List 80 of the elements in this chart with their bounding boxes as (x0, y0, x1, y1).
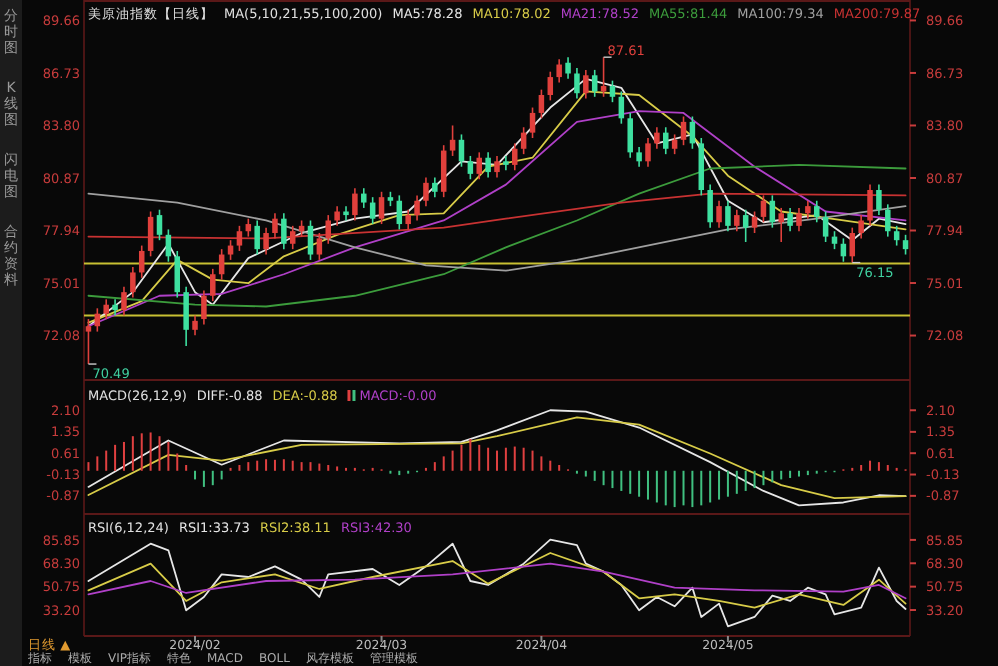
candlestick (778, 207, 784, 243)
line-series (87, 562, 907, 600)
candlestick (760, 194, 767, 224)
candlestick (858, 214, 864, 240)
candlestick (822, 210, 829, 243)
candlestick (494, 155, 500, 179)
candlestick (467, 155, 474, 181)
candlestick (636, 146, 642, 168)
candlestick (876, 183, 882, 216)
candlestick (574, 67, 580, 100)
candlestick (361, 187, 367, 209)
candlestick (183, 285, 189, 347)
line-series (87, 164, 907, 308)
candlestick (449, 124, 456, 157)
candlestick (85, 318, 92, 365)
candlestick (645, 137, 651, 168)
candlestick (423, 176, 429, 207)
candlestick (316, 232, 323, 261)
candlestick (210, 268, 216, 302)
candlestick (671, 133, 678, 155)
candlestick (663, 126, 669, 155)
candlestick (440, 144, 447, 198)
candlestick (378, 190, 385, 225)
candlestick (343, 205, 349, 222)
candlestick (583, 69, 589, 100)
candlestick (556, 58, 562, 84)
candlestick (707, 183, 713, 229)
candlestick (192, 314, 198, 336)
candlestick (227, 239, 234, 261)
candlestick (565, 56, 571, 80)
candlestick (352, 187, 358, 222)
candlestick (698, 137, 705, 197)
candlestick (103, 298, 109, 320)
candlestick (885, 203, 891, 238)
candlestick (591, 69, 598, 98)
candlestick (538, 88, 545, 120)
candlestick (742, 208, 749, 243)
candlestick (902, 234, 909, 256)
candlestick (680, 115, 687, 146)
candlestick (201, 289, 207, 326)
candlestick (334, 205, 340, 227)
candlestick (396, 194, 403, 231)
candlestick (405, 208, 411, 231)
candlestick (130, 266, 136, 299)
candlestick (476, 151, 482, 181)
candlestick (254, 219, 260, 256)
candlestick (547, 70, 554, 102)
candlestick (627, 112, 633, 159)
candlestick (512, 142, 518, 172)
candlestick (529, 106, 536, 139)
candlestick (751, 210, 758, 234)
candlestick (272, 212, 278, 240)
candlestick (289, 225, 296, 250)
candlestick (369, 196, 376, 225)
candlestick (414, 194, 420, 222)
candlestick (520, 126, 527, 155)
candlestick (156, 208, 163, 241)
candlestick (236, 225, 243, 252)
candlestick (716, 199, 722, 229)
candlestick (121, 285, 127, 317)
candlestick (813, 199, 820, 224)
candlestick (432, 176, 438, 198)
candlestick (609, 79, 616, 103)
candlestick (174, 250, 181, 299)
candlestick (849, 226, 856, 264)
candlestick (281, 212, 287, 250)
candlestick (485, 151, 491, 179)
candlestick (734, 208, 740, 233)
candlestick (867, 183, 873, 227)
candlestick (725, 199, 731, 233)
candlestick (654, 126, 660, 150)
line-series (87, 538, 907, 628)
candlestick (263, 226, 269, 256)
candlestick (893, 225, 900, 247)
candlestick (796, 207, 802, 233)
line-series (87, 552, 907, 609)
candlestick (325, 214, 331, 245)
candlestick (307, 219, 314, 261)
candlestick (787, 207, 793, 233)
candlestick (147, 210, 154, 258)
